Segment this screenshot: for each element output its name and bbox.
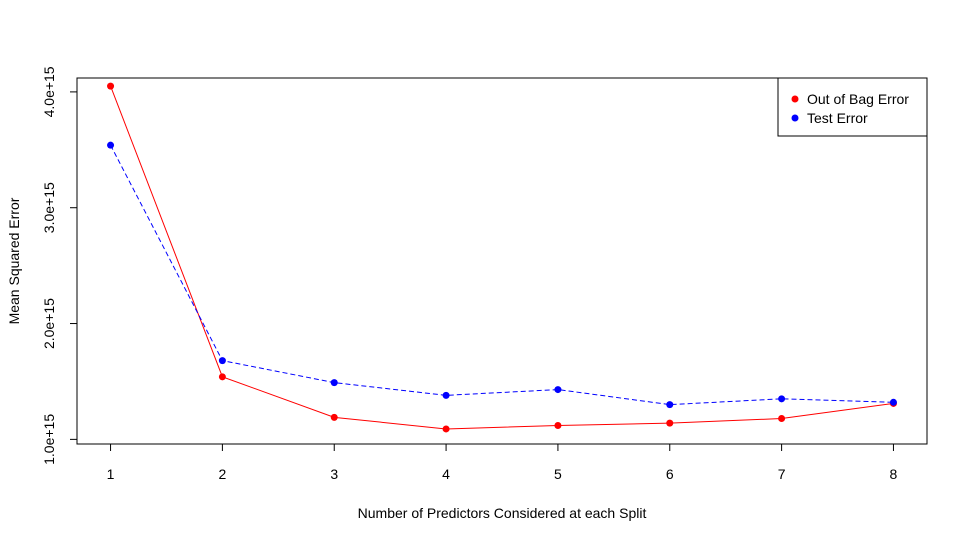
legend-box [777, 77, 928, 137]
legend-marker [791, 95, 799, 103]
legend-label: Out of Bag Error [807, 91, 909, 107]
data-point [554, 386, 562, 394]
data-point [778, 415, 786, 423]
x-tick-label: 8 [890, 466, 898, 482]
series-layer [107, 82, 897, 433]
y-tick-label: 1.0e+15 [41, 414, 57, 465]
x-axis: 1 2 3 4 5 6 7 8 [107, 444, 898, 482]
y-tick-label: 2.0e+15 [41, 298, 57, 349]
data-point [107, 82, 115, 90]
x-tick-label: 5 [554, 466, 562, 482]
data-point [107, 141, 115, 149]
data-point [330, 413, 338, 421]
data-point [330, 379, 338, 387]
y-axis: 1.0e+15 2.0e+15 3.0e+15 4.0e+15 [41, 66, 77, 465]
data-point [778, 395, 786, 403]
x-tick-label: 2 [218, 466, 226, 482]
y-axis-title: Mean Squared Error [6, 197, 22, 324]
legend: Out of Bag Error Test Error [777, 77, 928, 137]
data-point [666, 419, 674, 427]
x-tick-label: 4 [442, 466, 450, 482]
legend-label: Test Error [807, 110, 868, 126]
data-point [442, 391, 450, 399]
y-tick-label: 4.0e+15 [41, 66, 57, 117]
y-tick-label: 3.0e+15 [41, 182, 57, 233]
data-point [218, 373, 226, 381]
data-point [666, 401, 674, 409]
data-point [218, 357, 226, 365]
series-line-out-of-bag-error [110, 85, 894, 430]
x-tick-label: 1 [107, 466, 115, 482]
data-point [554, 421, 562, 429]
data-point [889, 398, 897, 406]
series-line-test-error [110, 144, 894, 406]
plot-frame [76, 77, 928, 445]
x-axis-title: Number of Predictors Considered at each … [358, 505, 647, 521]
x-tick-label: 7 [778, 466, 786, 482]
legend-marker [791, 114, 799, 122]
x-tick-label: 3 [330, 466, 338, 482]
x-tick-label: 6 [666, 466, 674, 482]
data-point [442, 425, 450, 433]
